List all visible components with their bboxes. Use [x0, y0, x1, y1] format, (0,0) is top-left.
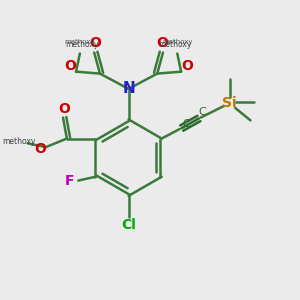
- Text: O: O: [181, 59, 193, 73]
- Text: Cl: Cl: [121, 218, 136, 233]
- Text: methoxy: methoxy: [64, 39, 95, 45]
- Text: N: N: [122, 81, 135, 96]
- Text: O: O: [156, 36, 168, 50]
- Text: F: F: [65, 174, 74, 188]
- Text: methoxy: methoxy: [65, 40, 98, 49]
- Text: methoxy: methoxy: [162, 39, 193, 45]
- Text: O: O: [89, 36, 101, 50]
- Text: O: O: [58, 102, 70, 116]
- Text: C: C: [198, 107, 206, 117]
- Text: O: O: [64, 59, 76, 73]
- Text: C: C: [183, 119, 190, 129]
- Text: methoxy: methoxy: [2, 137, 35, 146]
- Text: O: O: [34, 142, 46, 156]
- Text: Si: Si: [222, 96, 237, 110]
- Text: methoxy: methoxy: [159, 40, 192, 49]
